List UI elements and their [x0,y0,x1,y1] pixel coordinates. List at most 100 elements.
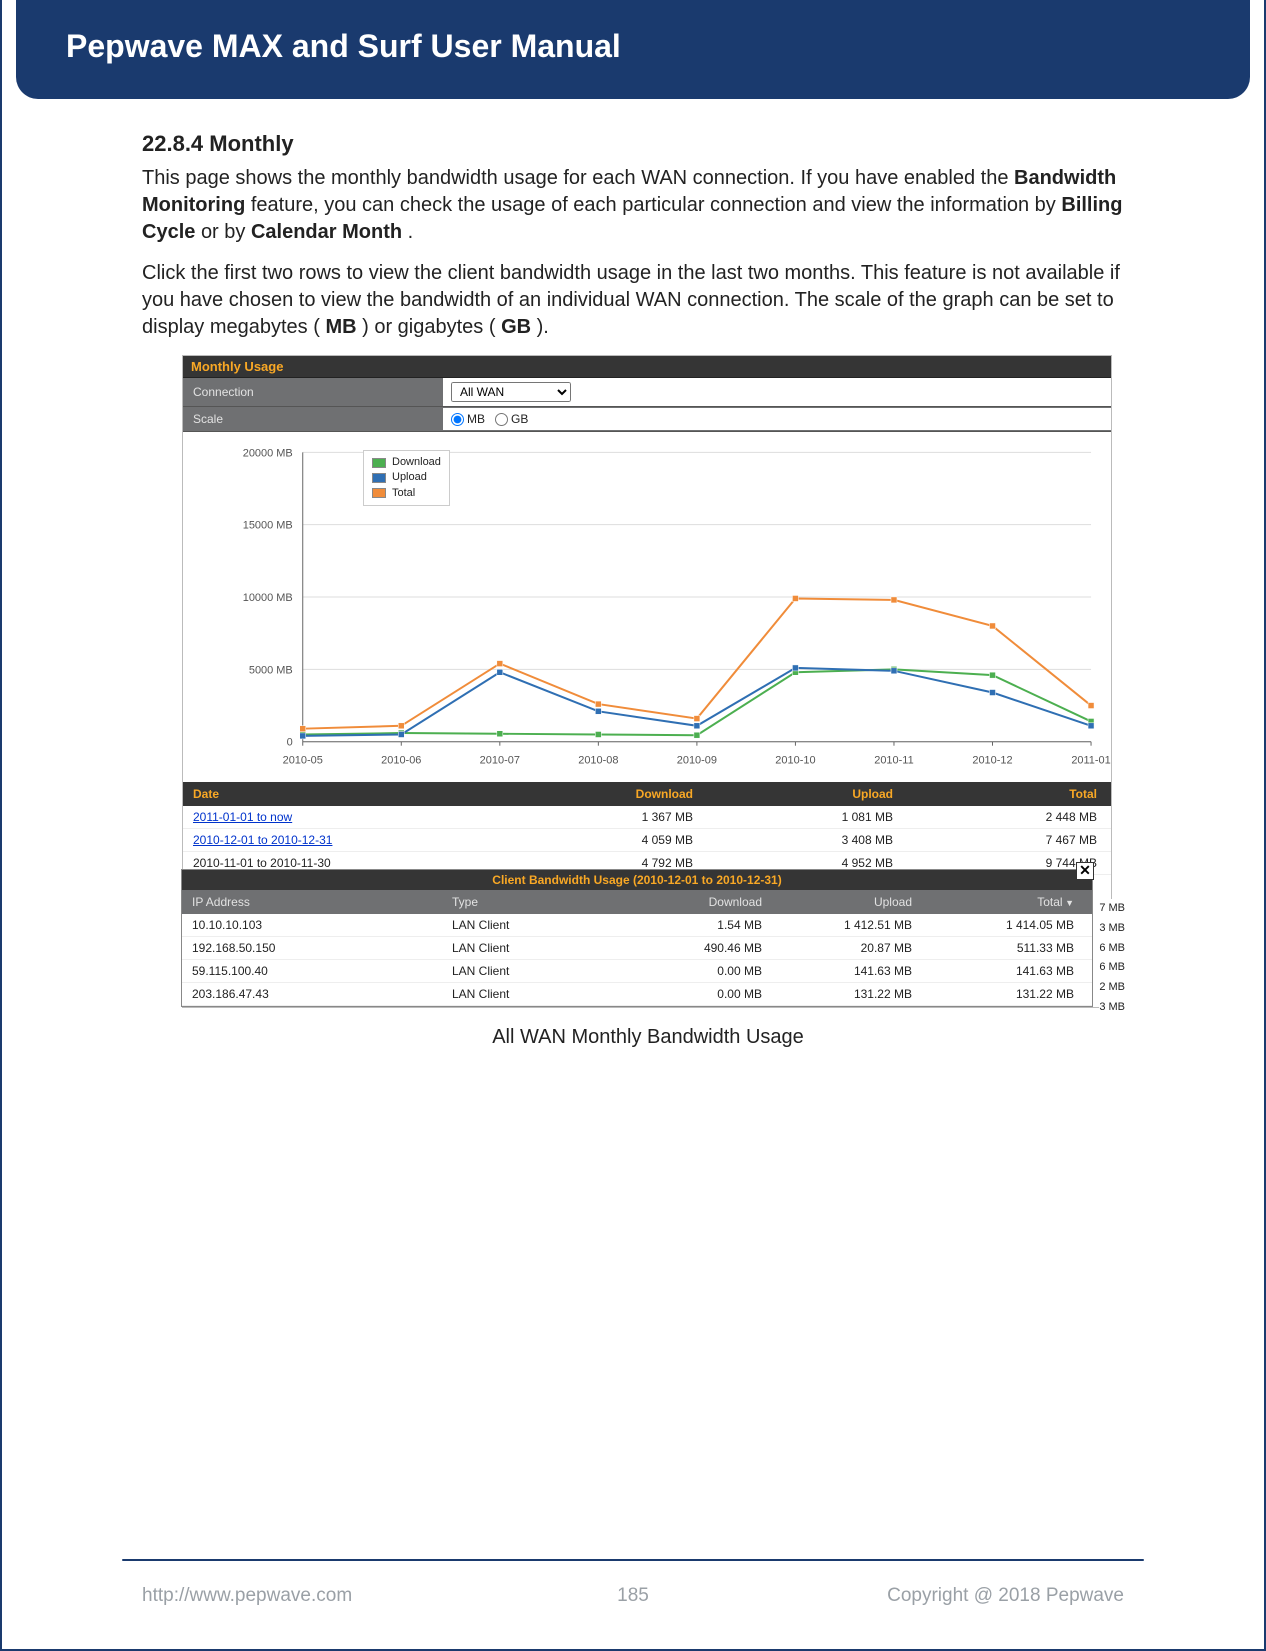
legend-swatch-icon [372,473,386,483]
date-cell[interactable]: 2011-01-01 to now [193,810,292,824]
scale-radio-mb[interactable]: MB [451,412,485,426]
dl-cell: 0.00 MB [612,985,772,1003]
popup-row: 192.168.50.150LAN Client490.46 MB20.87 M… [182,937,1092,960]
connection-select[interactable]: All WAN [451,382,571,402]
type-cell: LAN Client [442,939,612,957]
p2-text: ). [537,316,549,338]
section-heading: 22.8.4 Monthly [142,131,1154,157]
scale-radio-mb-label: MB [467,412,485,426]
popup-wrapper: Client Bandwidth Usage (2010-12-01 to 20… [183,869,1111,1007]
ip-cell: 59.115.100.40 [182,962,442,980]
svg-text:10000 MB: 10000 MB [243,592,293,604]
page-footer: http://www.pepwave.com 185 Copyright @ 2… [2,1585,1264,1607]
col-download: Download [493,785,703,803]
footer-rule [122,1559,1144,1561]
p1-text: . [408,221,414,243]
usage-table-body: 2011-01-01 to now 1 367 MB1 081 MB2 448 M… [183,806,1111,875]
download-cell: 4 059 MB [493,831,703,849]
figure-caption: All WAN Monthly Bandwidth Usage [142,1026,1154,1049]
svg-text:0: 0 [287,737,293,749]
tot-cell: 141.63 MB [922,962,1092,980]
legend-total: Total [372,486,441,501]
table-row[interactable]: 2010-12-01 to 2010-12-31 4 059 MB3 408 MB… [183,829,1111,852]
svg-text:2011-01: 2011-01 [1071,755,1110,767]
svg-text:2010-12: 2010-12 [972,755,1012,767]
pcol-download: Download [612,893,772,911]
paragraph-1: This page shows the monthly bandwidth us… [142,165,1154,246]
close-icon[interactable]: ✕ [1076,862,1094,880]
table-row[interactable]: 2011-01-01 to now 1 367 MB1 081 MB2 448 M… [183,806,1111,829]
p1-text: or by [201,221,251,243]
p1-bold-3: Calendar Month [251,221,402,243]
chart-area: 0 5000 MB 10000 MB 15000 MB 20000 MB 2010-05 2… [183,432,1111,782]
svg-text:2010-08: 2010-08 [578,755,618,767]
chart-legend: Download Upload Total [363,450,450,506]
tot-cell: 1 414.05 MB [922,916,1092,934]
page-frame: Pepwave MAX and Surf User Manual 22.8.4 … [0,0,1266,1651]
col-upload: Upload [703,785,903,803]
svg-text:2010-07: 2010-07 [480,755,520,767]
legend-label: Upload [392,470,427,485]
legend-label: Total [392,486,415,501]
footer-url: http://www.pepwave.com [142,1585,352,1607]
date-cell: 2010-11-01 to 2010-11-30 [193,856,331,870]
p2-text: ) or gigabytes ( [362,316,495,338]
footer-page-number: 185 [617,1585,649,1607]
ip-cell: 192.168.50.150 [182,939,442,957]
scale-radio-mb-input[interactable] [451,413,464,426]
svg-text:20000 MB: 20000 MB [243,447,293,459]
date-cell[interactable]: 2010-12-01 to 2010-12-31 [193,833,332,847]
ip-cell: 10.10.10.103 [182,916,442,934]
p1-text: feature, you can check the usage of each… [251,194,1062,216]
scale-radio-gb-input[interactable] [495,413,508,426]
type-cell: LAN Client [442,985,612,1003]
scale-radio-gb[interactable]: GB [495,412,528,426]
connection-label: Connection [183,380,443,404]
popup-title-text: Client Bandwidth Usage (2010-12-01 to 20… [492,873,781,887]
ip-cell: 203.186.47.43 [182,985,442,1003]
legend-swatch-icon [372,488,386,498]
ul-cell: 131.22 MB [772,985,922,1003]
connection-value-cell: All WAN [443,378,1111,406]
upload-cell: 1 081 MB [703,808,903,826]
scale-row: Scale MB GB [183,407,1111,432]
upload-cell: 3 408 MB [703,831,903,849]
manual-title-bar: Pepwave MAX and Surf User Manual [16,0,1250,99]
p2-bold-1: MB [325,316,356,338]
panel-title: Monthly Usage [183,356,1111,378]
dl-cell: 1.54 MB [612,916,772,934]
dl-cell: 0.00 MB [612,962,772,980]
scale-value-cell: MB GB [443,408,1111,430]
popup-body: 10.10.10.103LAN Client1.54 MB1 412.51 MB… [182,914,1092,1006]
legend-upload: Upload [372,470,441,485]
popup-row: 59.115.100.40LAN Client0.00 MB141.63 MB1… [182,960,1092,983]
legend-download: Download [372,455,441,470]
scale-label: Scale [183,407,443,431]
usage-table-header: Date Download Upload Total [183,782,1111,806]
tot-cell: 131.22 MB [922,985,1092,1003]
svg-text:2010-11: 2010-11 [874,755,913,767]
footer-copyright: Copyright @ 2018 Pepwave [887,1585,1124,1607]
popup-row: 203.186.47.43LAN Client0.00 MB131.22 MB1… [182,983,1092,1006]
svg-text:15000 MB: 15000 MB [243,520,293,532]
scale-radio-gb-label: GB [511,412,528,426]
popup-row: 10.10.10.103LAN Client1.54 MB1 412.51 MB… [182,914,1092,937]
legend-label: Download [392,455,441,470]
svg-text:2010-05: 2010-05 [283,755,323,767]
col-total: Total [903,785,1111,803]
pcol-upload: Upload [772,893,922,911]
content-area: 22.8.4 Monthly This page shows the month… [2,99,1264,1049]
dl-cell: 490.46 MB [612,939,772,957]
p1-text: This page shows the monthly bandwidth us… [142,167,1014,189]
overflow-fragments: 7 MB3 MB6 MB6 MB2 MB3 MB [1099,899,1125,1018]
ul-cell: 141.63 MB [772,962,922,980]
pcol-total[interactable]: Total [922,893,1092,911]
manual-title: Pepwave MAX and Surf User Manual [66,28,621,64]
tot-cell: 511.33 MB [922,939,1092,957]
popup-title: Client Bandwidth Usage (2010-12-01 to 20… [182,870,1092,890]
total-cell: 2 448 MB [903,808,1111,826]
download-cell: 1 367 MB [493,808,703,826]
svg-text:5000 MB: 5000 MB [249,664,293,676]
legend-swatch-icon [372,458,386,468]
ul-cell: 20.87 MB [772,939,922,957]
